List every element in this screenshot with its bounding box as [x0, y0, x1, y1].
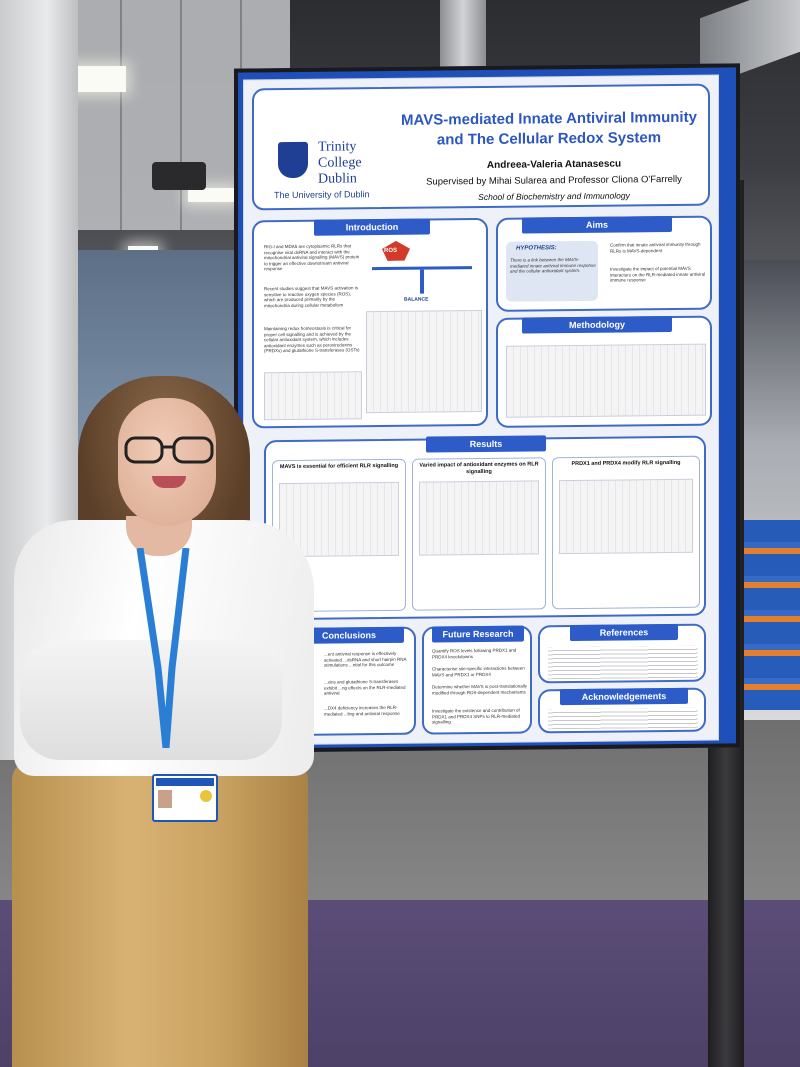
- results-panel-title: PRDX1 and PRDX4 modify RLR signalling: [571, 459, 681, 468]
- acknowledgements-section: Acknowledgements: [538, 687, 706, 734]
- introduction-section: Introduction RIG-I and MDA5 are cytoplas…: [252, 217, 488, 429]
- hypothesis-text: There is a link between the MAVS-mediate…: [510, 256, 596, 274]
- balance-label: BALANCE: [404, 296, 429, 303]
- references-heading: References: [570, 623, 678, 642]
- conclusion-bullet: ...ent antiviral response is effectively…: [324, 650, 407, 668]
- results-section: Results MAVS is essential for efficient …: [264, 435, 706, 621]
- id-badge: [152, 774, 218, 822]
- references-text: [548, 645, 698, 680]
- poster-title-line: MAVS-mediated Innate Antiviral Immunity: [401, 108, 697, 129]
- hypothesis-label: HYPOTHESIS:: [516, 245, 557, 252]
- person-crossed-arms: [20, 640, 282, 760]
- aims-bullet: Confirm that innate antiviral immunity t…: [610, 241, 701, 254]
- lanyard: [136, 548, 190, 748]
- results-panel-title: MAVS is essential for efficient RLR sign…: [279, 462, 399, 471]
- poster-title-line: and The Cellular Redox System: [436, 129, 662, 149]
- signalling-figure: [264, 371, 362, 421]
- university-name-line: Dublin: [318, 171, 357, 187]
- poster-author: Andreea-Valeria Atanasescu: [486, 158, 622, 171]
- aims-heading: Aims: [522, 215, 672, 234]
- research-poster: Trinity College Dublin The University of…: [244, 75, 718, 745]
- ceiling-light: [188, 188, 236, 202]
- poster-school: School of Biochemistry and Immunology: [478, 190, 630, 203]
- id-badge-header: [156, 778, 214, 786]
- eyeglasses-icon: [124, 436, 214, 464]
- future-bullet: Characterise site-specific interactions …: [432, 665, 525, 678]
- future-bullet: Investigate the existence and contributi…: [432, 707, 521, 725]
- methodology-heading: Methodology: [522, 315, 672, 334]
- auditorium-chairs: [744, 520, 800, 710]
- university-name-line: College: [318, 155, 362, 171]
- aims-bullet: Investigate the impact of potential MAVS…: [610, 265, 706, 283]
- conclusion-bullet: ...xins and glutathione S-transferases e…: [324, 678, 406, 696]
- future-research-heading: Future Research: [432, 625, 524, 643]
- conclusion-bullet: ...DX4 deficiency increases the RLR-medi…: [324, 704, 400, 717]
- poster-title: MAVS-mediated Innate Antiviral Immunity …: [384, 108, 714, 151]
- projector: [152, 162, 206, 190]
- poster-header: Trinity College Dublin The University of…: [252, 83, 710, 211]
- intro-bullet: RIG-I and MDA5 are cytoplasmic RLRs that…: [264, 243, 360, 272]
- id-badge-photo: [158, 790, 172, 808]
- results-panel-title: Varied impact of antioxidant enzymes on …: [419, 461, 539, 476]
- id-badge-seal-icon: [200, 790, 212, 802]
- redox-pathway-figure: [366, 309, 482, 414]
- bar-chart-figure: [559, 478, 693, 555]
- university-crest-icon: [278, 141, 308, 179]
- university-name: Trinity College Dublin: [318, 139, 388, 188]
- references-section: References: [538, 623, 706, 684]
- results-panel: Varied impact of antioxidant enzymes on …: [412, 457, 546, 611]
- intro-bullet: Recent studies suggest that MAVS activat…: [264, 285, 358, 308]
- introduction-heading: Introduction: [314, 218, 430, 236]
- acknowledgements-text: [548, 707, 698, 730]
- bar-chart-figure: [419, 480, 539, 556]
- balance-post: [420, 269, 424, 294]
- future-bullet: Quantify ROS levels following PRDX1 and …: [432, 647, 517, 660]
- ros-label: ROS: [384, 247, 398, 255]
- results-heading: Results: [426, 435, 546, 453]
- methodology-section: Methodology: [496, 315, 712, 428]
- university-name-line: Trinity: [318, 139, 357, 155]
- poster-supervisors: Supervised by Mihai Sularea and Professo…: [426, 173, 682, 188]
- university-subtitle: The University of Dublin: [274, 189, 370, 201]
- acknowledgements-heading: Acknowledgements: [560, 687, 688, 706]
- future-bullet: Determine whether MAVS is post-translati…: [432, 683, 527, 696]
- methodology-figure: [506, 343, 706, 418]
- intro-bullet: Maintaining redox homeostasis is critica…: [264, 325, 360, 354]
- aims-section: Aims HYPOTHESIS: There is a link between…: [496, 215, 712, 312]
- future-research-section: Future Research Quantify ROS levels foll…: [422, 625, 532, 735]
- person-smile: [152, 476, 186, 488]
- results-panel: PRDX1 and PRDX4 modify RLR signalling: [552, 455, 700, 610]
